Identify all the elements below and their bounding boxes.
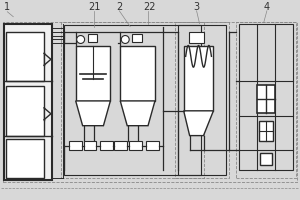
Bar: [132, 34, 142, 42]
Text: 1: 1: [4, 2, 10, 12]
Bar: [64, 25, 200, 175]
Bar: [6, 139, 44, 178]
Polygon shape: [120, 101, 155, 126]
Polygon shape: [44, 53, 51, 65]
Bar: [236, 22, 296, 178]
Bar: [6, 86, 44, 136]
Bar: [120, 46, 155, 101]
Bar: [100, 141, 113, 150]
Bar: [6, 32, 44, 81]
Circle shape: [121, 36, 129, 43]
Bar: [175, 22, 229, 178]
Polygon shape: [184, 111, 213, 136]
Bar: [76, 46, 110, 101]
Circle shape: [77, 36, 85, 43]
Polygon shape: [44, 108, 51, 120]
Bar: [257, 85, 275, 113]
Bar: [4, 24, 52, 180]
Bar: [259, 121, 273, 141]
Polygon shape: [76, 101, 110, 126]
Bar: [88, 34, 98, 42]
Bar: [189, 32, 203, 43]
Bar: [146, 141, 159, 150]
Bar: [184, 46, 213, 111]
Bar: [239, 24, 293, 170]
Bar: [3, 22, 297, 182]
Bar: [84, 141, 97, 150]
Bar: [129, 141, 142, 150]
Text: 2: 2: [116, 2, 123, 12]
Text: 21: 21: [88, 2, 101, 12]
Bar: [114, 141, 127, 150]
Text: 3: 3: [194, 2, 200, 12]
Bar: [260, 153, 272, 165]
Bar: [178, 25, 226, 175]
Text: 22: 22: [143, 2, 156, 12]
Bar: [69, 141, 82, 150]
Bar: [61, 22, 205, 178]
Text: 4: 4: [264, 2, 270, 12]
